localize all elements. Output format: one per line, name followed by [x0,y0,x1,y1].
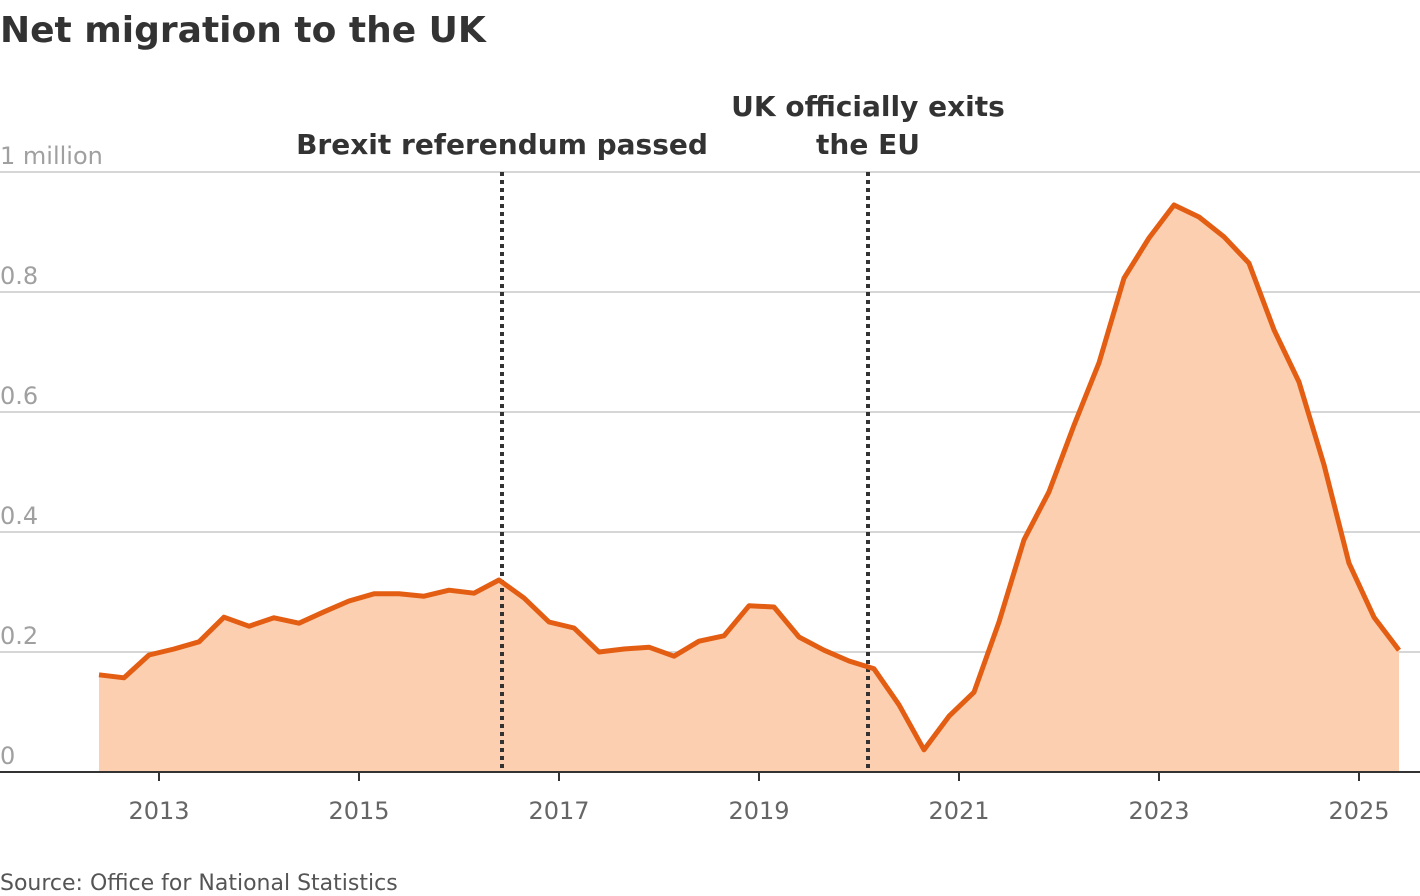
y-tick-label: 0 [0,742,15,770]
source: Source: Office for National Statistics [0,871,398,896]
y-tick-label: 0.8 [0,262,38,290]
x-tick-label: 2025 [1328,797,1389,825]
chart-title: Net migration to the UK [0,10,487,51]
y-tick-label: 0.6 [0,382,38,410]
x-tick-label: 2021 [928,797,989,825]
x-tick-label: 2015 [328,797,389,825]
y-tick-label: 1 million [0,142,103,170]
y-tick-label: 0.2 [0,622,38,650]
x-tick-label: 2019 [728,797,789,825]
y-tick-label: 0.4 [0,502,38,530]
line [98,202,1401,753]
annotation-label: the EU [816,128,920,161]
x-tick-label: 2017 [528,797,589,825]
x-tick-label: 2013 [128,797,189,825]
x-tick-label: 2023 [1128,797,1189,825]
annotation-label: UK officially exits [731,90,1005,123]
area [99,205,1399,772]
annotation-label: Brexit referendum passed [296,128,708,161]
